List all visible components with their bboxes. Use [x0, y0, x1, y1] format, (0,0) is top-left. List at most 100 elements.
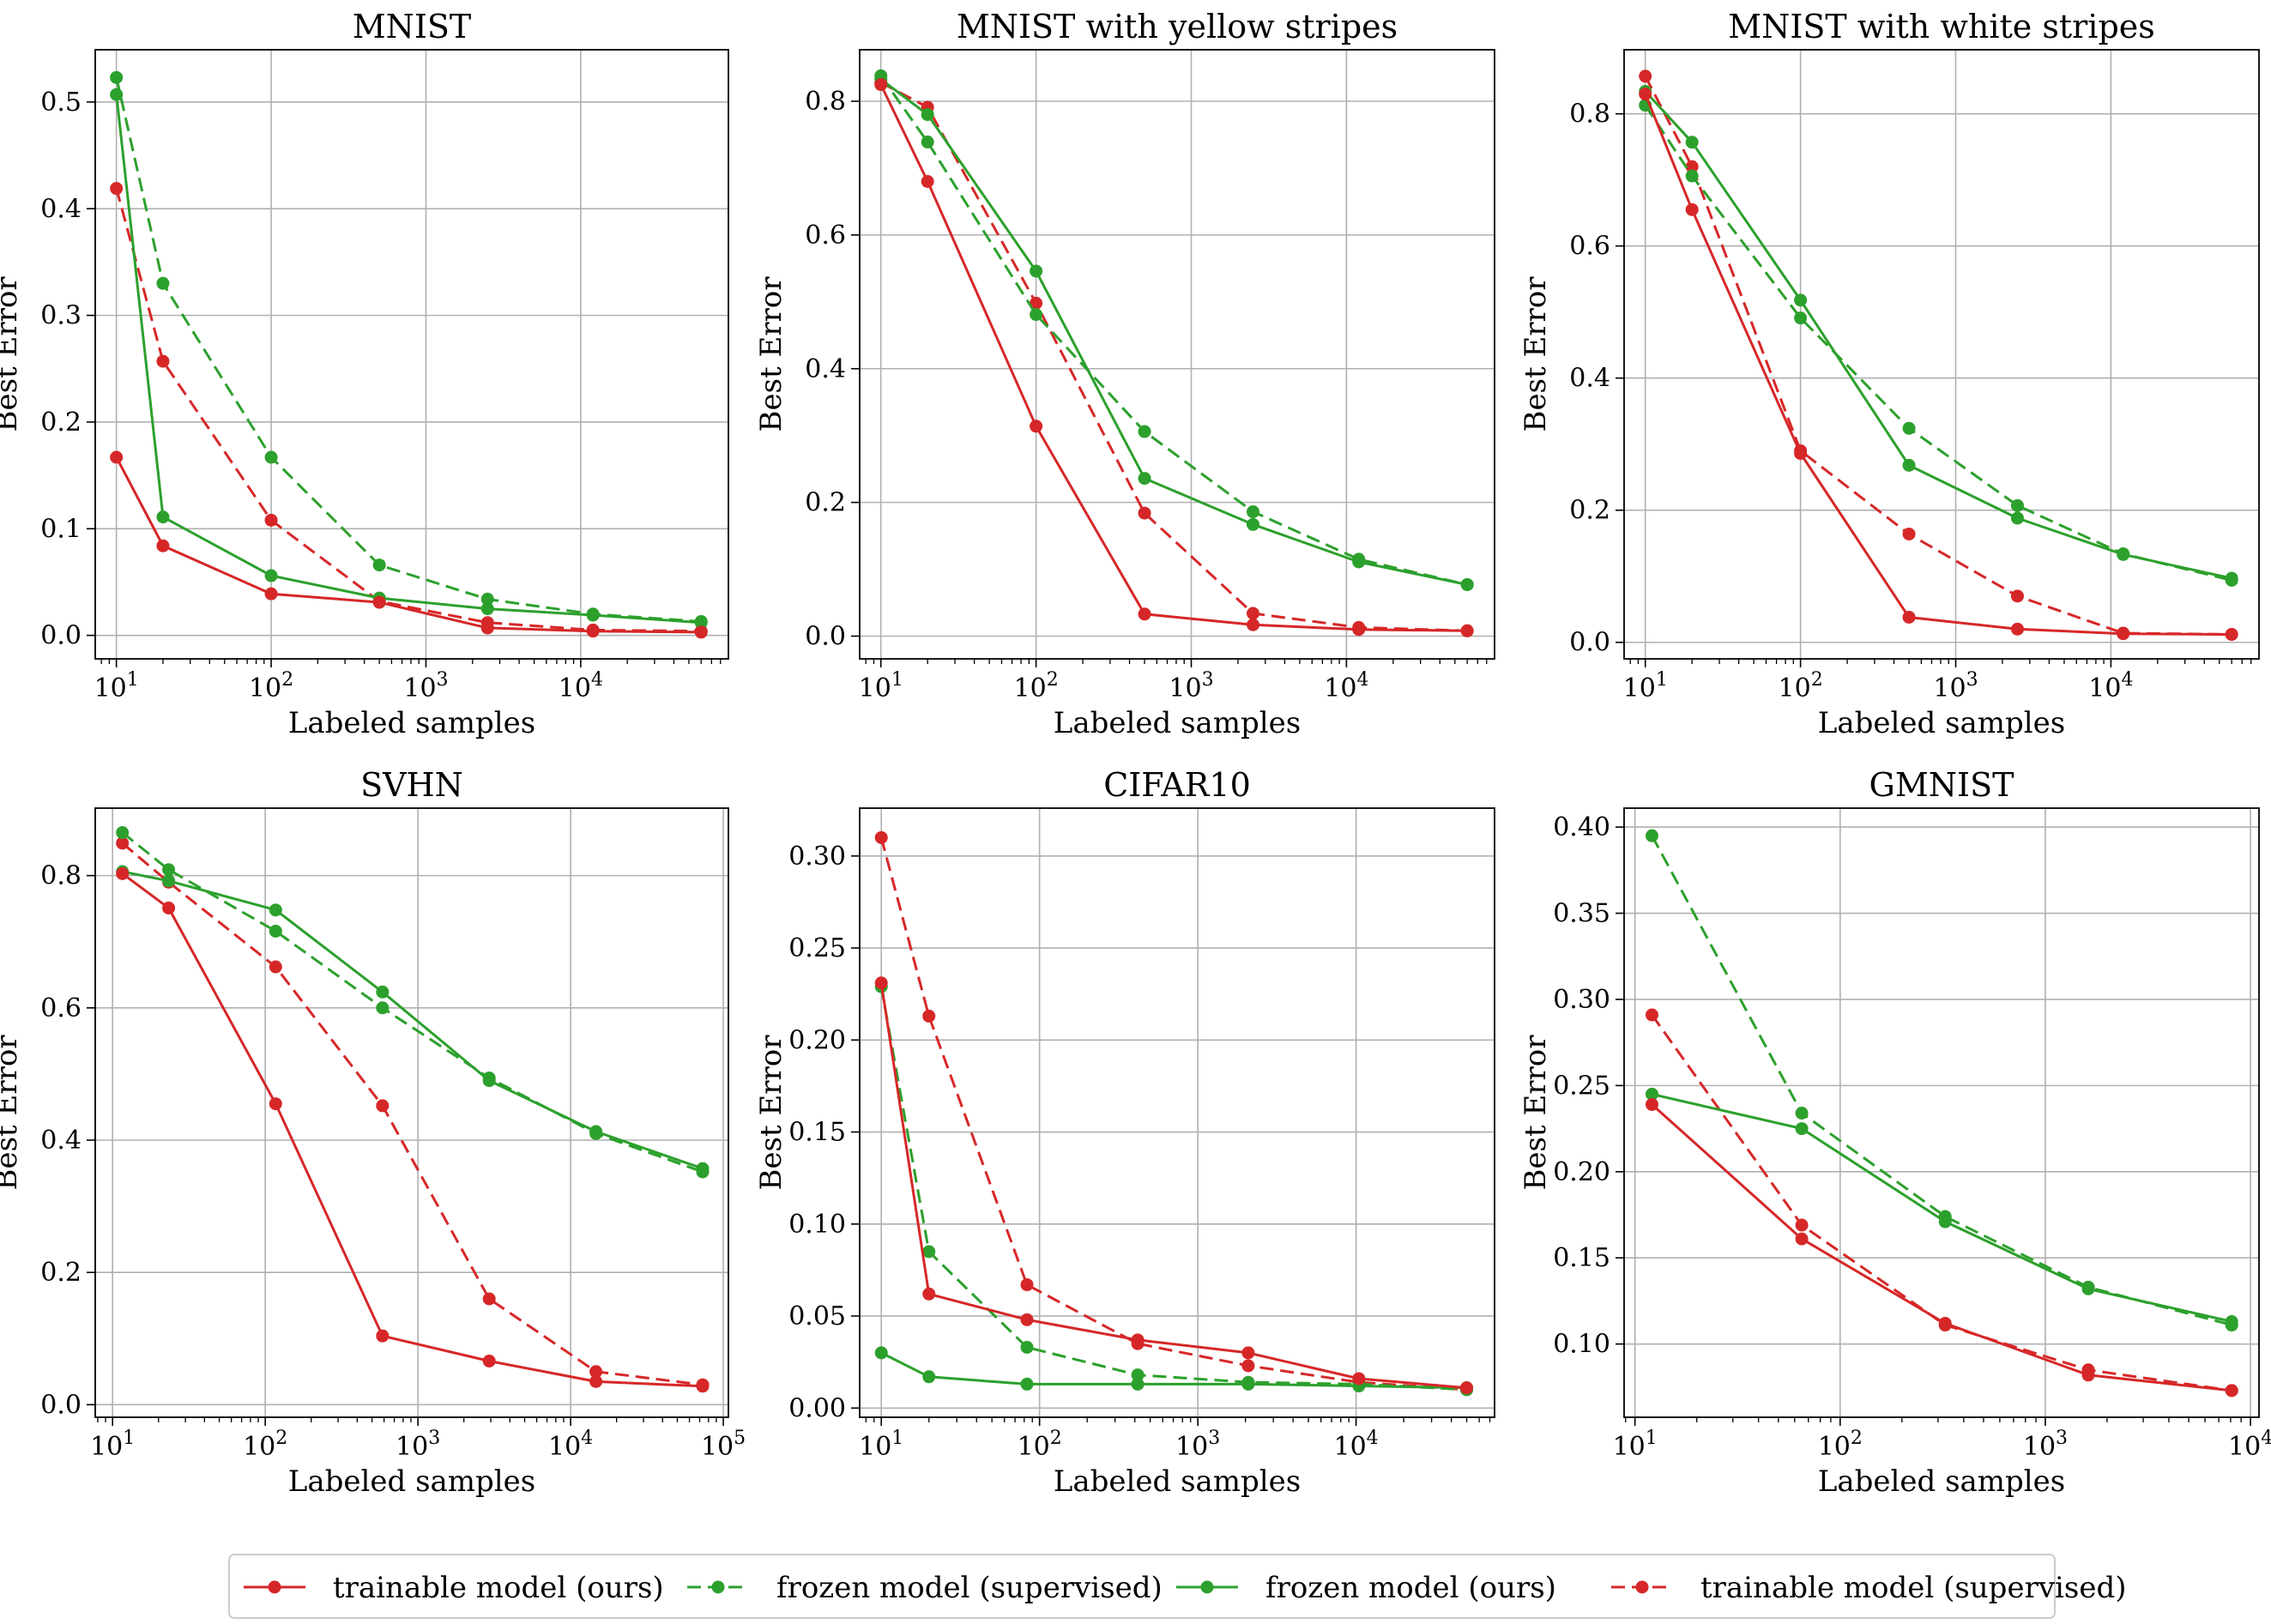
data-point-trainable-model-ours: [482, 1354, 496, 1367]
x-tick-label: 104: [559, 669, 603, 703]
x-tick-label: 101: [859, 1428, 903, 1462]
x-tick-exponent: 1: [1646, 1428, 1658, 1449]
legend-label: trainable model (supervised): [1700, 1571, 2127, 1605]
x-tick-label: 102: [1014, 669, 1059, 703]
data-point-frozen-model-ours: [2225, 1315, 2238, 1329]
data-point-frozen-model-supervised: [110, 70, 124, 84]
data-point-trainable-model-supervised: [1030, 296, 1043, 310]
data-point-frozen-model-ours: [586, 608, 600, 622]
data-point-frozen-model-supervised: [921, 136, 934, 149]
y-tick-label: 0.0: [1569, 628, 1610, 658]
x-tick-label: 102: [243, 1428, 287, 1462]
data-point-frozen-model-ours: [2081, 1282, 2095, 1295]
y-tick-label: 0.30: [788, 842, 846, 872]
series-line-trainable-model-ours: [121, 872, 704, 1388]
data-point-frozen-model-supervised: [1794, 311, 1808, 325]
data-point-trainable-model-ours: [1030, 420, 1043, 433]
data-point-trainable-model-ours: [1352, 1372, 1366, 1386]
y-tick-label: 0.05: [788, 1301, 846, 1331]
x-axis-label: Labeled samples: [1054, 706, 1301, 740]
axes-frame: [859, 807, 1495, 1418]
legend-label: frozen model (ours): [1265, 1571, 1556, 1605]
series-line-trainable-model-ours: [879, 83, 1468, 632]
x-axis-label: Labeled samples: [1818, 706, 2065, 740]
data-point-trainable-model-ours: [2117, 627, 2130, 641]
chart-1: 101 102 103 104 0.0 0.1 0.2 0.3 0.4 0.5 MNIST Label…: [0, 8, 729, 740]
legend-marker: [268, 1580, 281, 1594]
y-tick-label: 0.4: [40, 1126, 82, 1156]
chart-title: SVHN: [360, 766, 463, 804]
data-point-trainable-model-supervised: [922, 1009, 936, 1023]
x-tick-exponent: 2: [1851, 1428, 1863, 1449]
data-point-trainable-model-supervised: [1020, 1278, 1034, 1292]
data-point-trainable-model-ours: [1685, 202, 1699, 216]
data-point-trainable-model-supervised: [589, 1365, 603, 1379]
y-tick-label: 0.2: [40, 408, 82, 438]
x-tick-exponent: 4: [2261, 1428, 2271, 1449]
data-point-trainable-model-ours: [2225, 628, 2238, 642]
series-line-trainable-model-supervised: [879, 836, 1467, 1392]
data-point-frozen-model-ours: [1795, 1122, 1809, 1136]
data-point-frozen-model-ours: [1246, 517, 1259, 531]
y-tick-label: 0.8: [40, 861, 82, 891]
data-point-frozen-model-ours: [110, 88, 124, 101]
y-tick-label: 0.6: [40, 993, 82, 1023]
data-point-trainable-model-supervised: [482, 1292, 496, 1306]
x-tick-exponent: 4: [1367, 1428, 1379, 1449]
data-point-frozen-model-ours: [921, 108, 934, 122]
data-point-trainable-model-ours: [269, 1097, 282, 1111]
data-point-trainable-model-ours: [586, 625, 600, 638]
data-point-trainable-model-ours: [376, 1329, 390, 1343]
data-point-trainable-model-ours: [2010, 622, 2024, 636]
data-point-trainable-model-ours: [922, 1287, 936, 1301]
y-tick-label: 0.20: [788, 1025, 846, 1055]
data-point-frozen-model-supervised: [1030, 308, 1043, 322]
data-point-frozen-model-ours: [2010, 511, 2024, 525]
x-tick-label: 102: [1779, 669, 1823, 703]
legend-marker: [1635, 1580, 1649, 1594]
data-point-trainable-model-ours: [589, 1374, 603, 1388]
data-point-trainable-model-ours: [1241, 1346, 1255, 1360]
data-point-frozen-model-supervised: [1131, 1368, 1145, 1382]
data-point-frozen-model-supervised: [922, 1245, 936, 1259]
data-point-trainable-model-ours: [694, 625, 708, 639]
chart-title: GMNIST: [1869, 766, 2014, 804]
x-tick-label: 101: [1613, 1428, 1658, 1462]
x-tick-label: 103: [396, 1428, 440, 1462]
x-tick-label: 103: [1933, 669, 1978, 703]
series-line-frozen-model-supervised: [1651, 835, 2232, 1326]
y-tick-label: 0.20: [1553, 1157, 1610, 1187]
data-point-trainable-model-supervised: [116, 836, 130, 850]
x-tick-exponent: 1: [1656, 669, 1668, 691]
data-point-trainable-model-ours: [1645, 1097, 1658, 1111]
y-tick-label: 0.2: [805, 488, 846, 518]
data-point-frozen-model-ours: [1352, 555, 1366, 569]
y-tick-label: 0.35: [1553, 899, 1610, 929]
data-point-frozen-model-supervised: [480, 592, 494, 606]
data-point-trainable-model-supervised: [1685, 160, 1699, 173]
data-point-trainable-model-ours: [696, 1379, 710, 1393]
data-point-frozen-model-ours: [1645, 1087, 1658, 1101]
data-point-trainable-model-ours: [372, 595, 386, 609]
data-point-frozen-model-ours: [482, 1074, 496, 1088]
chart-title: MNIST with yellow stripes: [957, 8, 1398, 45]
data-point-trainable-model-ours: [874, 976, 888, 990]
data-point-frozen-model-ours: [922, 1370, 936, 1384]
x-tick-exponent: 5: [734, 1428, 746, 1449]
series-line-frozen-model-ours: [880, 1351, 1467, 1390]
y-axis-label: Best Error: [0, 276, 24, 432]
series-line-frozen-model-ours: [115, 94, 702, 625]
legend-item: trainable model (ours): [244, 1571, 664, 1605]
data-point-frozen-model-supervised: [156, 276, 170, 290]
data-point-frozen-model-ours: [1460, 577, 1474, 591]
data-point-trainable-model-ours: [162, 901, 176, 915]
legend: trainable model (ours) frozen model (supe…: [228, 1554, 2127, 1619]
data-point-frozen-model-supervised: [1902, 421, 1916, 435]
x-tick-label: 101: [90, 1428, 135, 1462]
series-line-trainable-model-supervised: [121, 842, 704, 1386]
data-point-frozen-model-ours: [162, 874, 176, 888]
chart-2: 101 102 103 104 0.0 0.2 0.4 0.6 0.8 MNIST with ye…: [754, 8, 1495, 740]
data-point-trainable-model-supervised: [269, 960, 282, 974]
data-point-trainable-model-supervised: [1795, 1218, 1809, 1232]
data-point-trainable-model-ours: [1020, 1313, 1034, 1326]
